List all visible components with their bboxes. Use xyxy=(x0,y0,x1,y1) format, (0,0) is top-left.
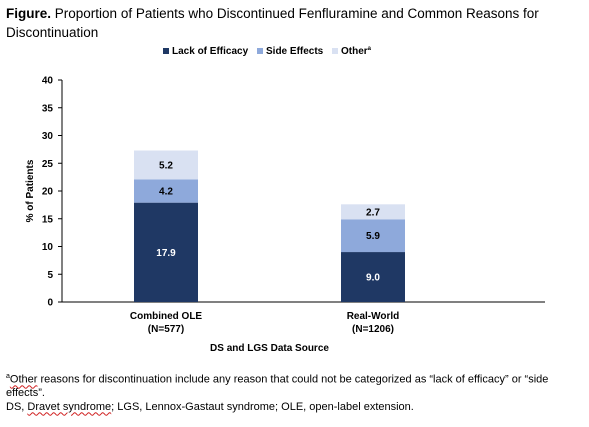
figure-title-text: Proportion of Patients who Discontinued … xyxy=(6,6,539,40)
figure-label: Figure. xyxy=(6,6,52,21)
y-tick-label: 25 xyxy=(42,159,54,170)
footnotes: aOther reasons for discontinuation inclu… xyxy=(6,370,581,414)
legend-swatch xyxy=(163,48,169,54)
bar-segment xyxy=(341,252,405,302)
y-tick-label: 10 xyxy=(42,242,54,253)
legend-swatch xyxy=(332,48,338,54)
x-tick-label: Combined OLE xyxy=(130,311,203,322)
data-label: 2.7 xyxy=(366,207,380,218)
x-tick-label: (N=1206) xyxy=(352,324,394,335)
y-tick-label: 35 xyxy=(42,103,54,114)
bar-segment xyxy=(341,219,405,253)
data-label: 5.9 xyxy=(366,231,380,242)
x-tick-label: (N=577) xyxy=(148,324,184,335)
y-tick-label: 15 xyxy=(42,214,54,225)
data-label: 9.0 xyxy=(366,273,380,284)
y-tick-label: 30 xyxy=(42,131,54,142)
y-tick-label: 20 xyxy=(42,187,54,198)
footnote-other: aOther reasons for discontinuation inclu… xyxy=(6,370,581,401)
legend-superscript: a xyxy=(368,46,372,52)
bar-segment xyxy=(134,179,198,203)
abbrev-rest: ; LGS, Lennox-Gastaut syndrome; OLE, ope… xyxy=(111,400,414,413)
bar-segment xyxy=(134,150,198,180)
footnote-abbreviations: DS, Dravet syndrome; LGS, Lennox-Gastaut… xyxy=(6,401,581,415)
legend-label: Side Effects xyxy=(266,46,324,57)
data-label: 17.9 xyxy=(156,248,176,259)
bar-segment xyxy=(341,204,405,220)
footnote-other-text: reasons for discontinuation include any … xyxy=(6,373,549,400)
bar-segment xyxy=(134,202,198,302)
data-label: 4.2 xyxy=(159,187,173,198)
legend-swatch xyxy=(257,48,263,54)
legend-label: Othera xyxy=(341,46,372,57)
legend-label: Lack of Efficacy xyxy=(172,46,249,57)
y-axis-label: % of Patients xyxy=(25,159,36,222)
x-axis-label: DS and LGS Data Source xyxy=(210,343,329,354)
y-tick-label: 5 xyxy=(47,270,53,281)
footnote-marker: a xyxy=(6,373,10,380)
figure-title: Figure. Proportion of Patients who Disco… xyxy=(6,4,576,42)
data-label: 5.2 xyxy=(159,160,173,171)
abbrev-ds: DS, xyxy=(6,400,28,413)
y-tick-label: 40 xyxy=(42,76,54,87)
abbrev-dravet: Dravet syndrome xyxy=(27,400,112,413)
footnote-other-word: Other xyxy=(9,373,38,386)
x-tick-label: Real-World xyxy=(347,311,400,322)
y-tick-label: 0 xyxy=(47,298,53,309)
